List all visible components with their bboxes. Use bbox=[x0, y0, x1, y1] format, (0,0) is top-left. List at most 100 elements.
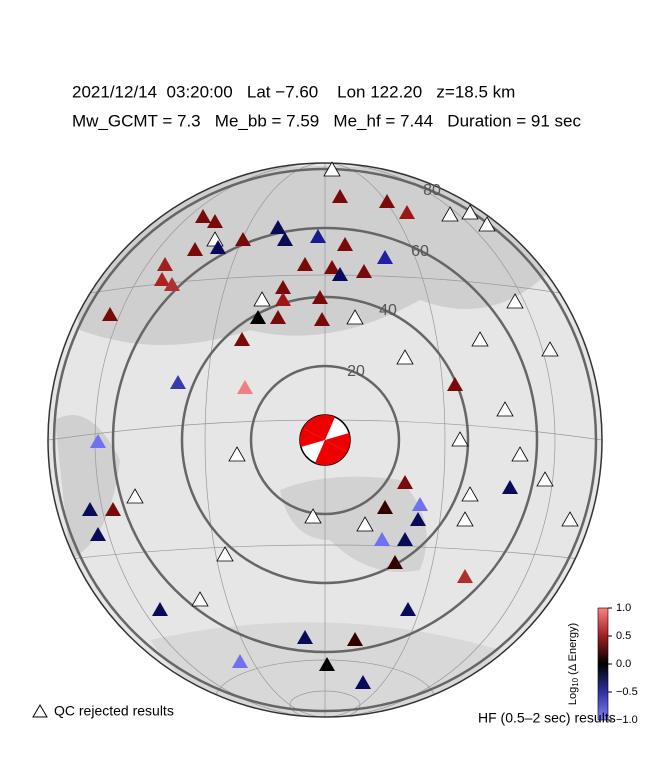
land-africa bbox=[55, 415, 120, 560]
station bbox=[102, 307, 118, 321]
station bbox=[536, 471, 554, 487]
station bbox=[126, 488, 144, 504]
colorbar-tick-label: 0.0 bbox=[616, 658, 631, 670]
colorbar-label: Log10 (Δ Energy) bbox=[567, 623, 580, 705]
station bbox=[228, 446, 246, 462]
station bbox=[396, 349, 414, 365]
station bbox=[356, 516, 374, 532]
colorbar-tick-label: −1.0 bbox=[616, 714, 638, 726]
station bbox=[496, 401, 514, 417]
header-line2: Mw_GCMT = 7.3 Me_bb = 7.59 Me_hf = 7.44 … bbox=[72, 111, 582, 130]
station bbox=[105, 502, 121, 516]
station bbox=[355, 675, 371, 689]
station bbox=[377, 500, 393, 514]
station bbox=[270, 220, 286, 234]
station bbox=[447, 377, 463, 391]
station bbox=[297, 257, 313, 271]
ring-label: 60 bbox=[411, 243, 429, 260]
station bbox=[191, 591, 209, 607]
station bbox=[277, 232, 293, 246]
station bbox=[502, 480, 518, 494]
colorbar-tick-label: 1.0 bbox=[616, 602, 631, 614]
legend-triangle bbox=[32, 704, 48, 718]
station bbox=[377, 250, 393, 264]
station bbox=[270, 310, 286, 324]
station bbox=[451, 431, 469, 447]
land-australia bbox=[280, 476, 427, 572]
station bbox=[356, 264, 372, 278]
station bbox=[379, 194, 395, 208]
station bbox=[506, 293, 524, 309]
station bbox=[234, 332, 250, 346]
station bbox=[471, 331, 489, 347]
station bbox=[237, 380, 253, 394]
station bbox=[152, 602, 168, 616]
station bbox=[235, 232, 251, 246]
station bbox=[232, 654, 248, 668]
station bbox=[457, 569, 473, 583]
station bbox=[399, 205, 415, 219]
station bbox=[461, 486, 479, 502]
land-asia bbox=[60, 166, 560, 345]
station bbox=[207, 214, 223, 228]
stations bbox=[82, 161, 579, 689]
station bbox=[461, 204, 479, 220]
colorbar-label-sub: 10 bbox=[571, 677, 580, 686]
station bbox=[374, 532, 390, 546]
station bbox=[164, 277, 180, 291]
station bbox=[157, 257, 173, 271]
station bbox=[275, 280, 291, 294]
ring-label: 20 bbox=[347, 363, 365, 380]
colorbar-label-main: Log bbox=[567, 687, 579, 705]
station bbox=[314, 312, 330, 326]
station bbox=[332, 189, 348, 203]
station bbox=[90, 434, 106, 448]
station bbox=[397, 475, 413, 489]
globe-outline bbox=[47, 162, 603, 718]
station bbox=[319, 657, 335, 671]
station bbox=[304, 508, 322, 524]
station bbox=[387, 555, 403, 569]
header-line1: 2021/12/14 03:20:00 Lat −7.60 Lon 122.20… bbox=[72, 82, 515, 101]
station bbox=[187, 242, 203, 256]
station bbox=[511, 446, 529, 462]
station bbox=[323, 161, 341, 177]
station bbox=[82, 502, 98, 516]
station bbox=[337, 237, 353, 251]
station bbox=[346, 309, 364, 325]
beachball bbox=[299, 414, 351, 466]
station bbox=[170, 375, 186, 389]
station bbox=[216, 546, 234, 562]
station bbox=[441, 206, 459, 222]
station bbox=[561, 511, 579, 527]
station bbox=[195, 209, 211, 223]
station bbox=[347, 632, 363, 646]
legend-results: HF (0.5–2 sec) results bbox=[478, 710, 616, 726]
ring-label: 40 bbox=[379, 302, 397, 319]
station bbox=[210, 240, 226, 254]
legend-rejected: QC rejected results bbox=[54, 703, 174, 719]
ring-label: 80 bbox=[423, 182, 441, 199]
station bbox=[412, 497, 428, 511]
station bbox=[250, 310, 266, 324]
station bbox=[154, 272, 170, 286]
station bbox=[332, 267, 348, 281]
station bbox=[324, 260, 340, 274]
station bbox=[90, 527, 106, 541]
station bbox=[275, 292, 291, 306]
station bbox=[297, 630, 313, 644]
station bbox=[253, 291, 271, 307]
station bbox=[456, 511, 474, 527]
colorbar-tick-label: 0.5 bbox=[616, 630, 631, 642]
colorbar-label-rest: (Δ Energy) bbox=[567, 623, 579, 678]
station bbox=[410, 512, 426, 526]
station bbox=[541, 341, 559, 357]
station bbox=[400, 602, 416, 616]
ring-labels: 20 40 60 80 bbox=[347, 182, 441, 380]
station bbox=[397, 532, 413, 546]
colorbar bbox=[597, 607, 609, 721]
station bbox=[478, 216, 496, 232]
distance-rings bbox=[52, 167, 598, 713]
colorbar-tick-label: −0.5 bbox=[616, 686, 638, 698]
